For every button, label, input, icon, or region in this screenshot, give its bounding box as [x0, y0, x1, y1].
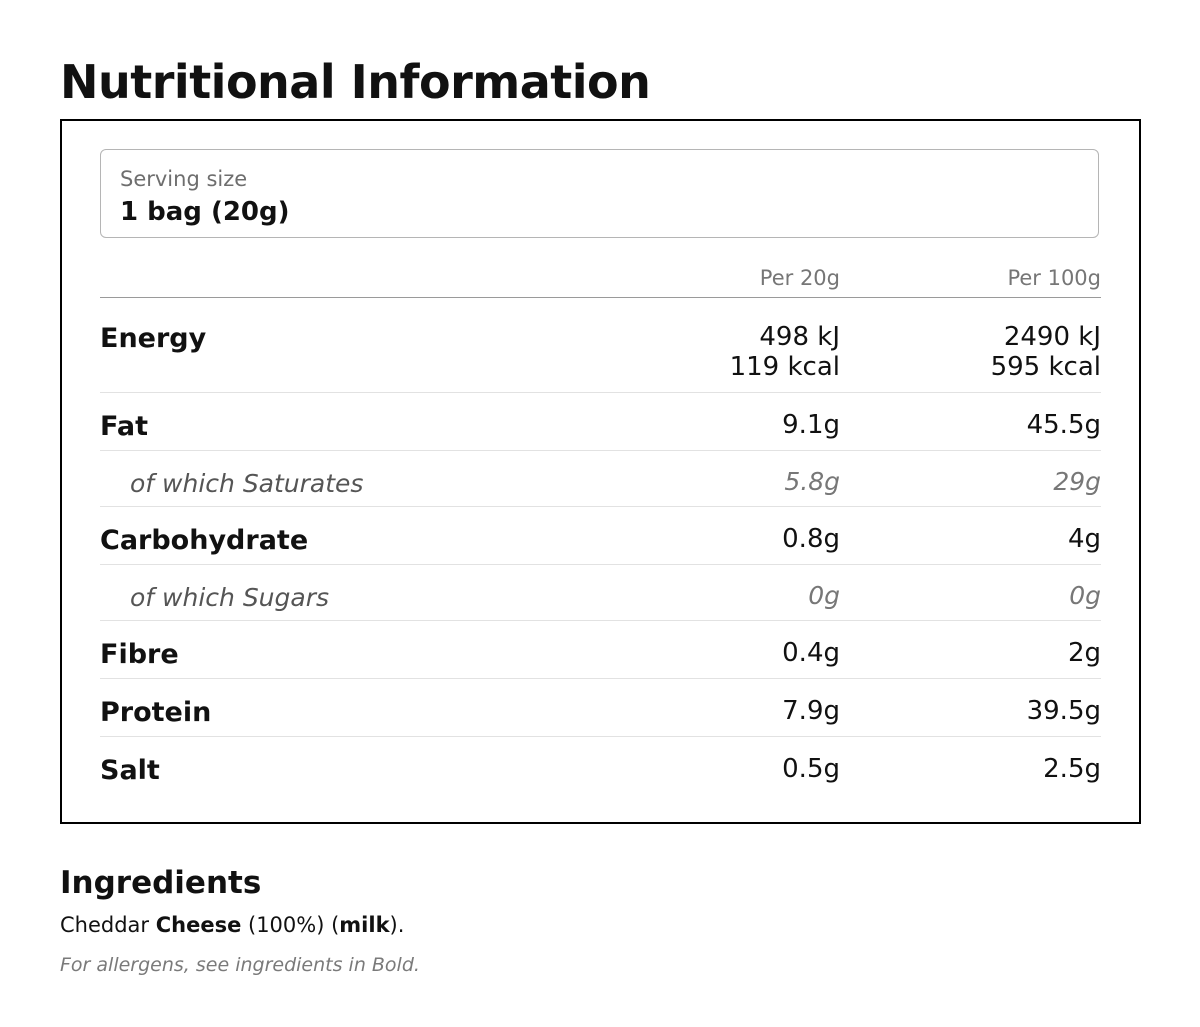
header-divider [100, 297, 1101, 298]
row-divider [100, 736, 1101, 737]
nutrient-value-per-100g: 0g [1069, 581, 1101, 610]
nutrient-value-per-serving: 5.8g [784, 467, 840, 496]
ingredients-text: Cheddar Cheese (100%) (milk). [60, 911, 404, 939]
energy-kj-per-serving: 498 kJ [759, 322, 840, 352]
nutrient-sublabel: of which Saturates [130, 469, 364, 498]
energy-kcal-per-serving: 119 kcal [729, 352, 840, 382]
nutrient-label: Carbohydrate [100, 525, 309, 556]
nutrient-row-sugars: of which Sugars 0g 0g [100, 581, 1101, 621]
nutrient-value-per-serving: 498 kJ 119 kcal [620, 322, 840, 382]
nutrient-value-per-serving: 0.8g [782, 524, 840, 554]
nutrient-row-energy: Energy 498 kJ 119 kcal 2490 kJ 595 kcal [100, 322, 1101, 393]
row-divider [100, 678, 1101, 679]
nutrient-label: Salt [100, 755, 160, 786]
nutrient-value-per-serving: 0.5g [782, 754, 840, 784]
nutrient-value-per-serving: 7.9g [782, 696, 840, 726]
allergen-ingredient: Cheese [155, 913, 242, 937]
allergen-ingredient: milk [339, 913, 390, 937]
nutrient-row-carbohydrate: Carbohydrate 0.8g 4g [100, 524, 1101, 565]
ingredient-text-part: Cheddar [60, 913, 156, 937]
nutrient-value-per-100g: 2g [1067, 638, 1101, 668]
nutrient-value-per-serving: 0g [808, 581, 840, 610]
row-divider [100, 620, 1101, 621]
serving-size-value: 1 bag (20g) [120, 197, 290, 227]
serving-size-box: Serving size 1 bag (20g) [100, 149, 1099, 238]
nutrition-table-panel: Serving size 1 bag (20g) Per 20g Per 100… [60, 119, 1141, 824]
ingredient-text-part: (100%) ( [241, 913, 340, 937]
nutrient-label: Protein [100, 697, 212, 728]
row-divider [100, 506, 1101, 507]
nutrient-label: Energy [100, 323, 207, 354]
row-divider [100, 392, 1101, 393]
nutrient-value-per-100g: 45.5g [1026, 410, 1101, 440]
row-divider [100, 450, 1101, 451]
nutrient-row-salt: Salt 0.5g 2.5g [100, 754, 1101, 794]
nutrient-label: Fibre [100, 639, 179, 670]
nutrient-row-saturates: of which Saturates 5.8g 29g [100, 467, 1101, 507]
nutrient-row-fat: Fat 9.1g 45.5g [100, 410, 1101, 451]
ingredient-text-part: ). [389, 913, 405, 937]
nutrient-value-per-100g: 4g [1067, 524, 1101, 554]
energy-kj-per-100g: 2490 kJ [1003, 322, 1101, 352]
nutrient-row-protein: Protein 7.9g 39.5g [100, 696, 1101, 737]
nutrient-value-per-100g: 39.5g [1026, 696, 1101, 726]
energy-kcal-per-100g: 595 kcal [990, 352, 1101, 382]
nutrient-value-per-serving: 9.1g [782, 410, 840, 440]
column-header-per-serving: Per 20g [759, 266, 840, 290]
nutrient-label: Fat [100, 411, 148, 442]
allergen-note: For allergens, see ingredients in Bold. [60, 954, 420, 976]
nutrient-value-per-serving: 0.4g [782, 638, 840, 668]
nutrient-sublabel: of which Sugars [130, 583, 330, 612]
nutrient-value-per-100g: 29g [1053, 467, 1101, 496]
column-header-per-100g: Per 100g [1007, 266, 1101, 290]
nutrient-value-per-100g: 2490 kJ 595 kcal [881, 322, 1101, 382]
serving-size-label: Serving size [120, 167, 248, 191]
ingredients-heading: Ingredients [60, 865, 262, 901]
nutrient-value-per-100g: 2.5g [1043, 754, 1101, 784]
page-title: Nutritional Information [60, 55, 651, 109]
row-divider [100, 564, 1101, 565]
nutrient-row-fibre: Fibre 0.4g 2g [100, 638, 1101, 679]
